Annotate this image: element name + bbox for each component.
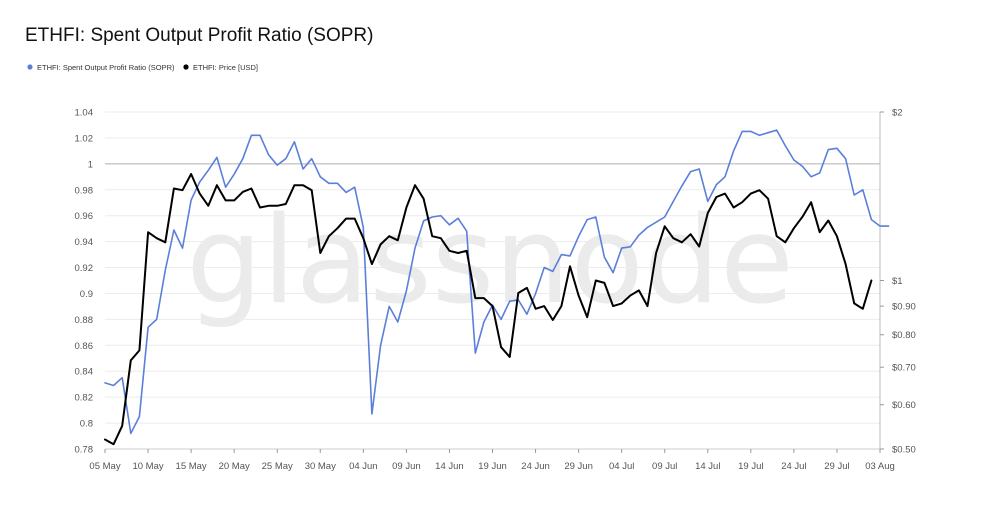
- left-tick-label: 1.02: [75, 133, 94, 144]
- left-tick-label: 0.82: [75, 393, 94, 404]
- x-tick-label: 29 Jun: [564, 461, 593, 472]
- x-tick-label: 14 Jun: [435, 461, 464, 472]
- x-tick-label: 10 May: [132, 461, 163, 472]
- left-tick-label: 0.84: [75, 367, 94, 378]
- x-tick-label: 30 May: [305, 461, 336, 472]
- left-tick-label: 0.8: [80, 419, 93, 430]
- right-tick-label: $2: [892, 108, 903, 119]
- legend: ETHFI: Spent Output Profit Ratio (SOPR) …: [27, 63, 258, 72]
- chart-title: ETHFI: Spent Output Profit Ratio (SOPR): [25, 25, 373, 46]
- left-tick-label: 0.88: [75, 315, 94, 326]
- legend-item-sopr[interactable]: ETHFI: Spent Output Profit Ratio (SOPR): [27, 63, 175, 72]
- legend-label-sopr: ETHFI: Spent Output Profit Ratio (SOPR): [37, 63, 175, 72]
- plot-area: [104, 129, 890, 446]
- left-tick-label: 0.78: [75, 445, 94, 456]
- left-tick-label: 0.92: [75, 263, 94, 274]
- right-tick-label: $0.70: [892, 363, 916, 374]
- right-tick-label: $0.80: [892, 330, 916, 341]
- legend-swatch-price: [183, 64, 189, 70]
- watermark: glassnode: [186, 192, 794, 331]
- x-tick-label: 04 Jul: [609, 461, 634, 472]
- right-tick-label: $0.50: [892, 445, 916, 456]
- x-tick-label: 19 Jun: [478, 461, 507, 472]
- x-tick-label: 03 Aug: [865, 461, 895, 472]
- left-tick-label: 0.98: [75, 185, 94, 196]
- right-tick-label: $0.90: [892, 302, 916, 313]
- legend-label-price: ETHFI: Price [USD]: [193, 63, 258, 72]
- x-tick-label: 15 May: [176, 461, 207, 472]
- x-tick-label: 05 May: [89, 461, 120, 472]
- left-tick-label: 0.9: [80, 289, 93, 300]
- left-tick-label: 0.86: [75, 341, 94, 352]
- right-tick-label: $1: [892, 276, 903, 287]
- x-tick-label: 20 May: [219, 461, 250, 472]
- x-tick-label: 24 Jun: [521, 461, 550, 472]
- sopr-series-line: [104, 129, 890, 435]
- x-tick-label: 19 Jul: [738, 461, 763, 472]
- legend-swatch-sopr: [27, 64, 33, 70]
- x-tick-label: 09 Jul: [652, 461, 677, 472]
- x-tick-label: 09 Jun: [392, 461, 421, 472]
- x-tick-label: 14 Jul: [695, 461, 720, 472]
- right-axis: $2 $1 $0.90 $0.80 $0.70 $0.60 $0.50: [880, 108, 916, 456]
- x-tick-label: 04 Jun: [349, 461, 378, 472]
- left-tick-label: 1: [88, 159, 93, 170]
- left-axis: 1.04 1.02 1 0.98 0.96 0.94 0.92 0.9 0.88 0.86 0.84…: [75, 108, 94, 456]
- x-tick-label: 24 Jul: [781, 461, 806, 472]
- x-axis: 05 May 10 May 15 May 20 May 25 May 30 May 04 J…: [89, 449, 895, 472]
- left-tick-label: 0.96: [75, 211, 94, 222]
- left-tick-label: 0.94: [75, 237, 94, 248]
- x-tick-label: 25 May: [262, 461, 293, 472]
- legend-item-price[interactable]: ETHFI: Price [USD]: [183, 63, 258, 72]
- x-tick-label: 29 Jul: [824, 461, 849, 472]
- right-tick-label: $0.60: [892, 400, 916, 411]
- price-series-line: [104, 173, 873, 446]
- left-tick-label: 1.04: [75, 108, 94, 119]
